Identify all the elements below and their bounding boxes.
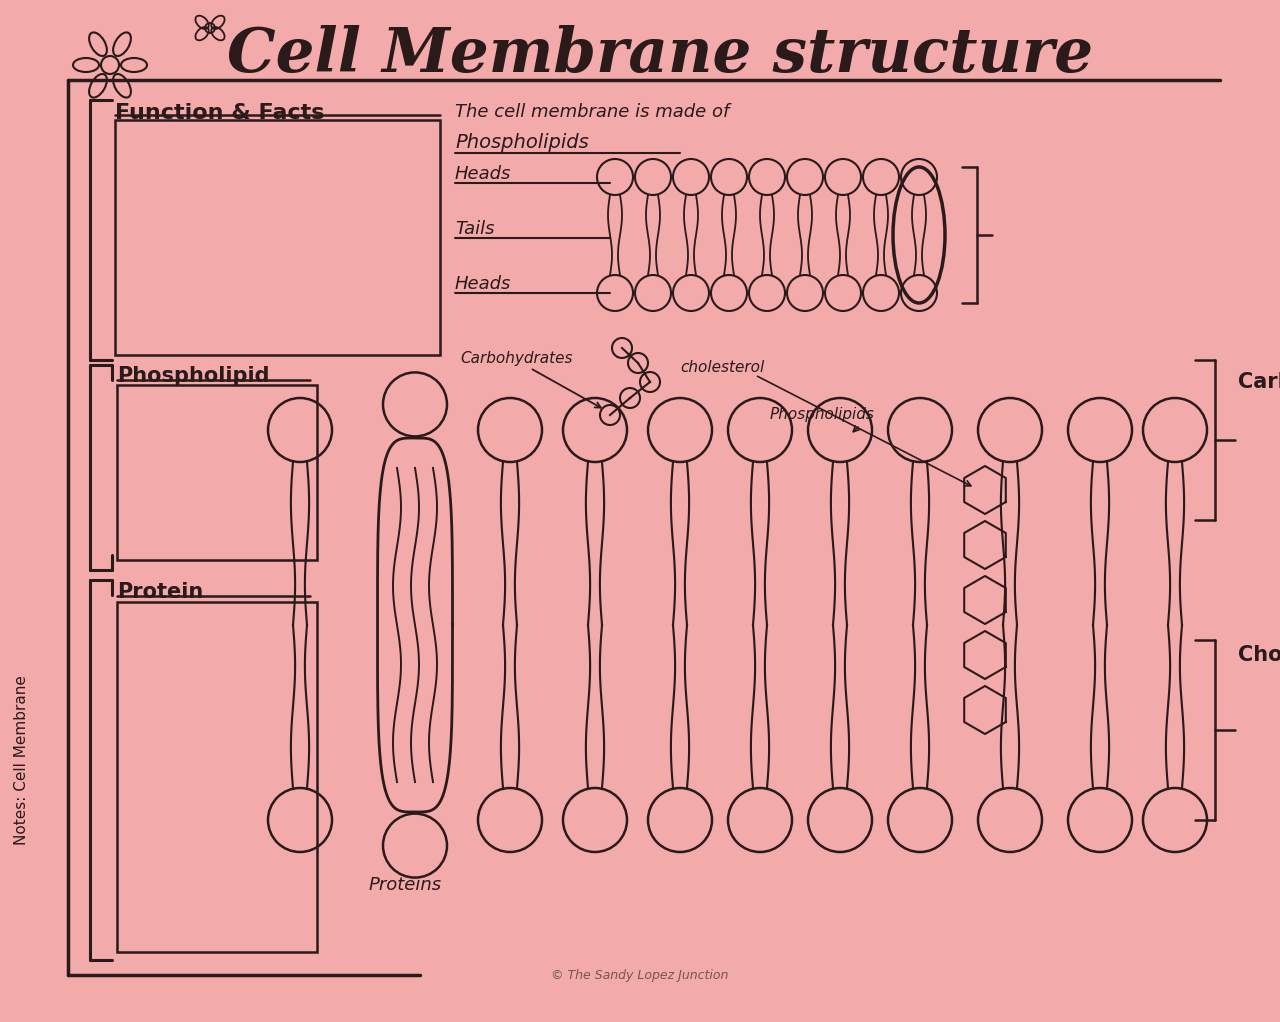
Text: Function & Facts: Function & Facts: [115, 103, 325, 123]
Bar: [115, 120, 440, 355]
Text: Heads: Heads: [454, 275, 512, 293]
Text: Heads: Heads: [454, 165, 512, 183]
Text: Cho: Cho: [1238, 645, 1280, 665]
Circle shape: [383, 372, 447, 436]
Text: Proteins: Proteins: [369, 876, 442, 894]
Text: Cell Membrane structure: Cell Membrane structure: [227, 25, 1093, 85]
Text: Protein: Protein: [116, 582, 204, 602]
Text: cholesterol: cholesterol: [680, 361, 764, 375]
Text: Phospholipid: Phospholipid: [116, 366, 270, 386]
Bar: [116, 385, 317, 560]
Text: The cell membrane is made of: The cell membrane is made of: [454, 103, 730, 121]
Text: Carboh: Carboh: [1238, 372, 1280, 392]
Text: Tails: Tails: [454, 220, 494, 238]
Text: Notes: Cell Membrane: Notes: Cell Membrane: [14, 676, 29, 845]
Text: Carbohydrates: Carbohydrates: [460, 351, 572, 366]
Text: Phospholipids: Phospholipids: [454, 133, 589, 152]
Text: © The Sandy Lopez Junction: © The Sandy Lopez Junction: [552, 969, 728, 981]
Circle shape: [383, 814, 447, 878]
Bar: [116, 602, 317, 953]
Text: Phospholipids: Phospholipids: [771, 408, 874, 422]
